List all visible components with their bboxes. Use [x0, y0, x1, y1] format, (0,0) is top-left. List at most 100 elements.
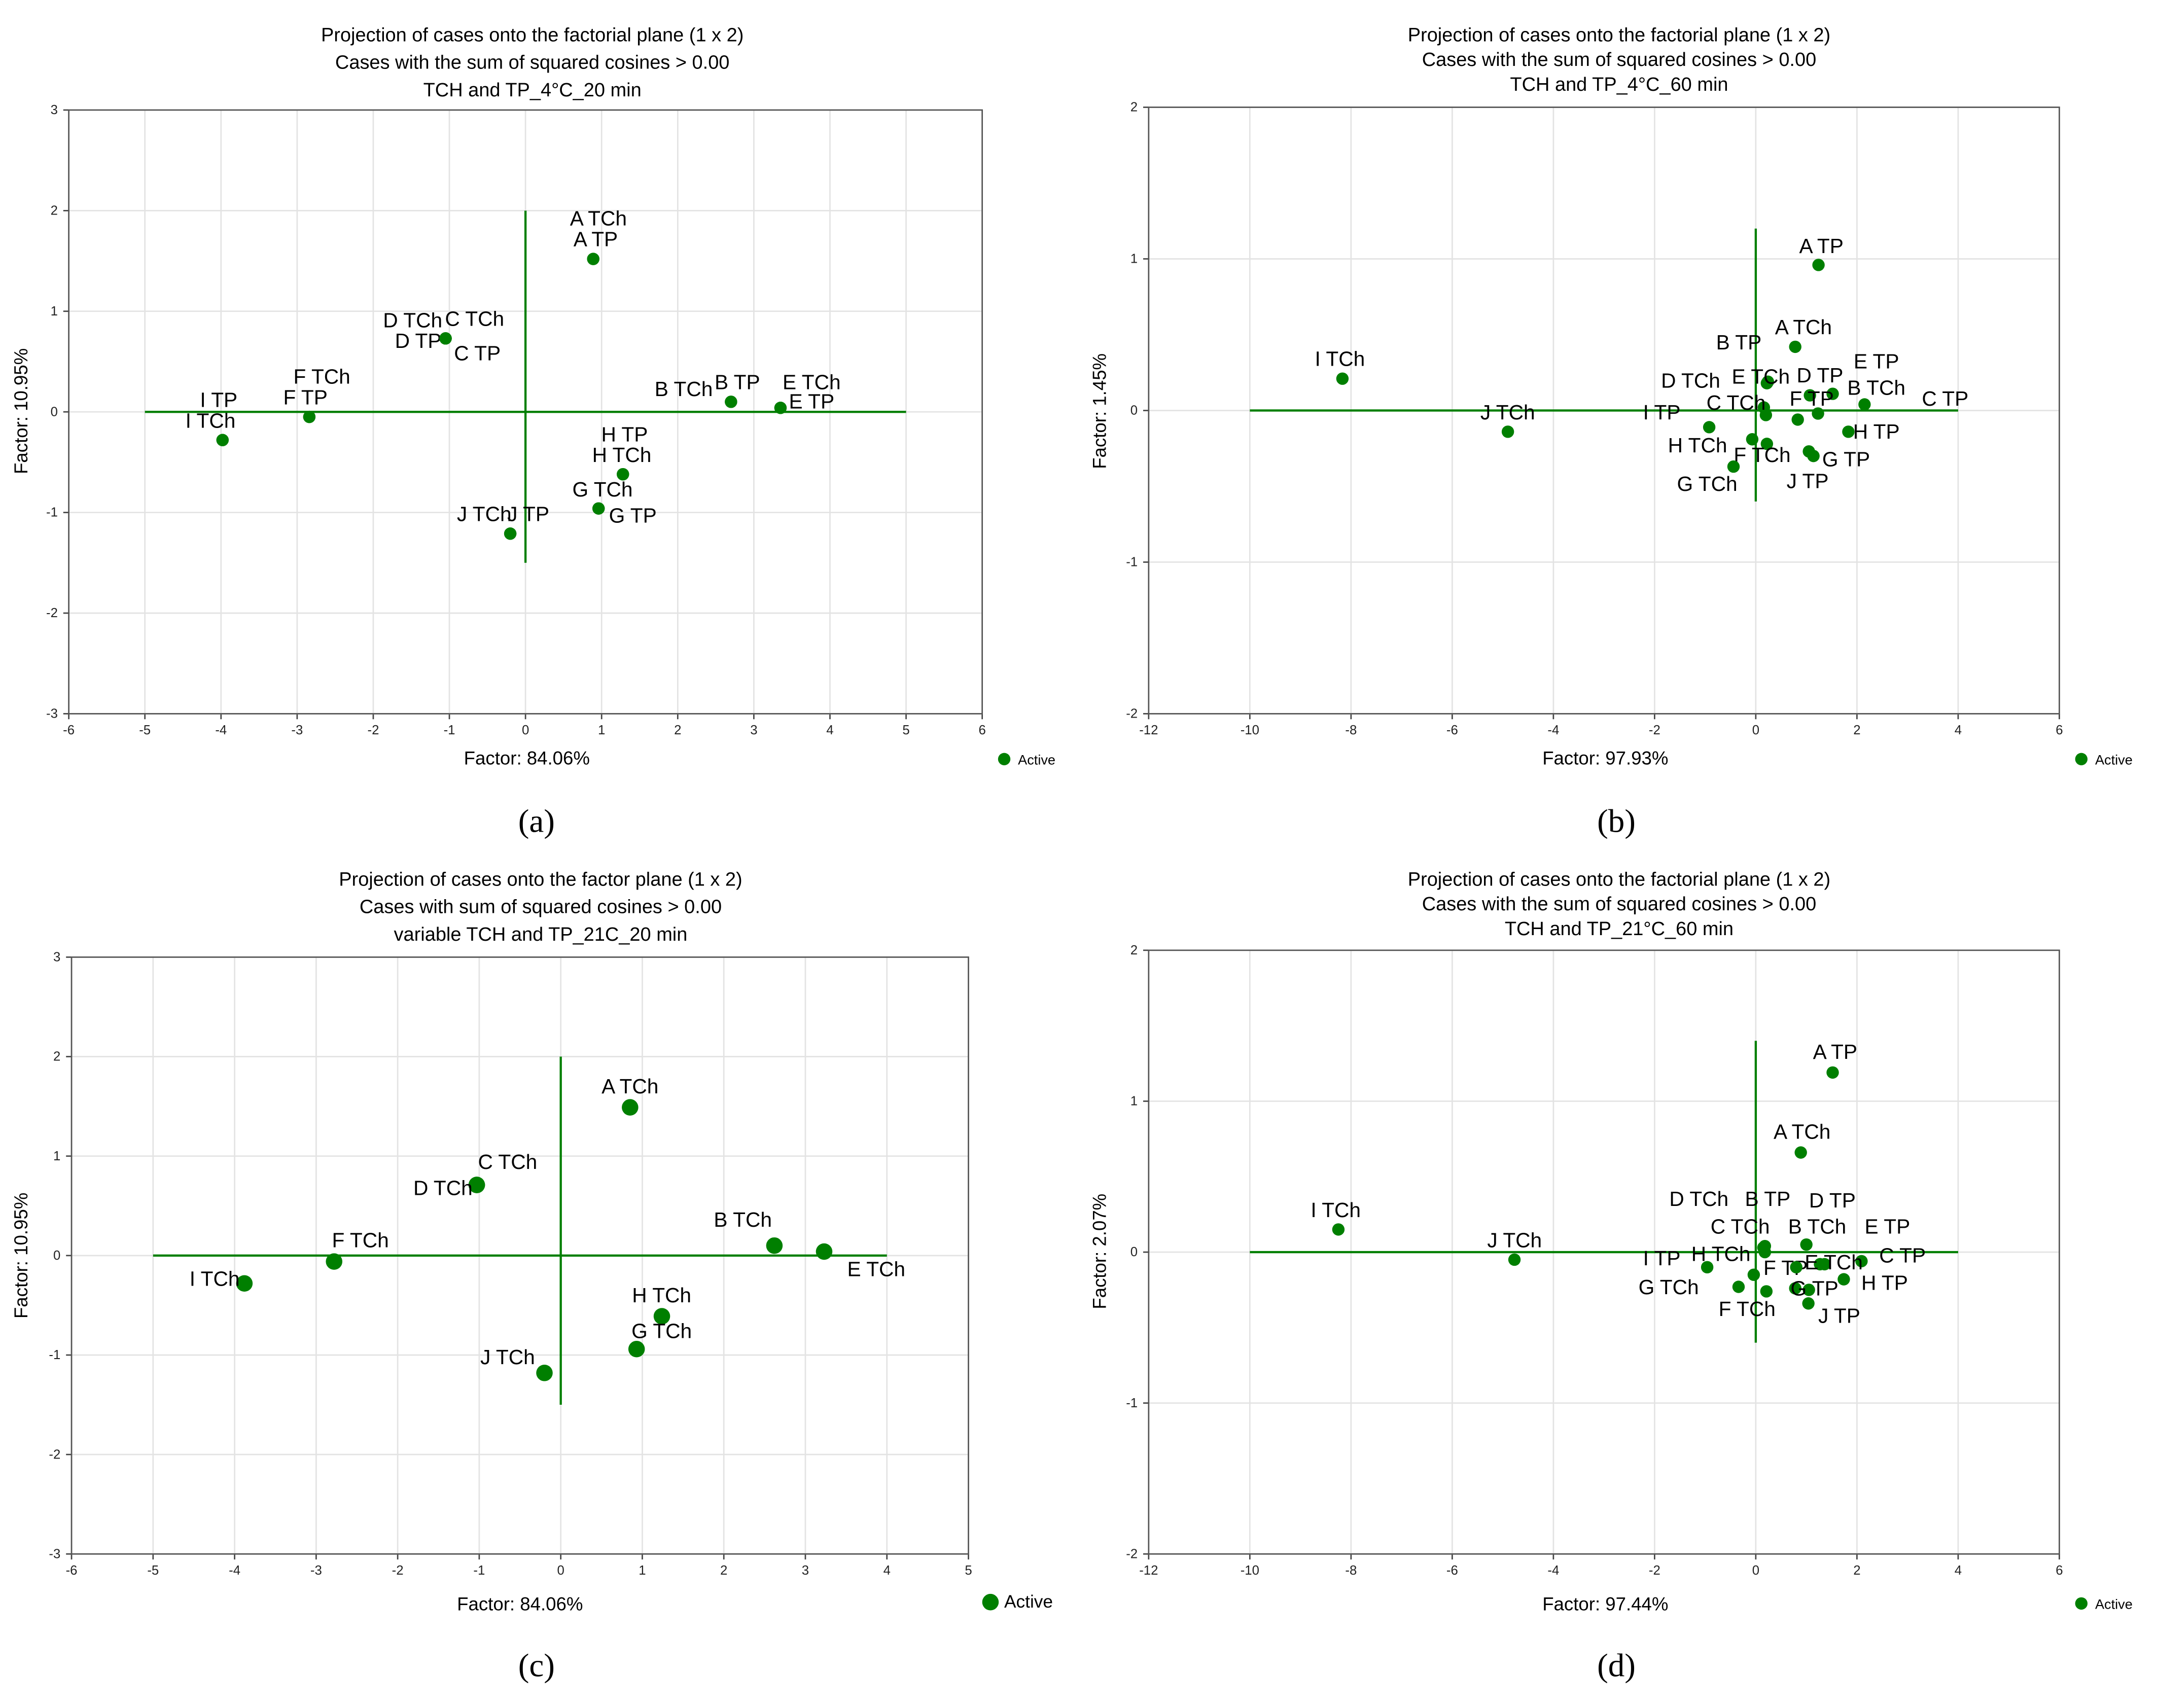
- chart-panel-a: Projection of cases onto the factorial p…: [11, 24, 1055, 839]
- point-label: B TCh: [655, 377, 713, 401]
- x-tick-label: -10: [1241, 1563, 1259, 1578]
- point-label: H TCh: [1668, 434, 1727, 457]
- data-point: [536, 1365, 553, 1381]
- point-label: A TP: [1799, 234, 1843, 258]
- x-tick-label: 5: [965, 1563, 972, 1578]
- data-point: [587, 253, 599, 265]
- y-tick-label: -3: [46, 707, 58, 721]
- legend-marker: [998, 753, 1011, 766]
- point-label: C TCh: [1707, 391, 1766, 414]
- point-label: H TP: [1853, 420, 1900, 443]
- point-label: F TP: [283, 385, 327, 409]
- data-point: [1802, 1297, 1815, 1310]
- point-label: F TCh: [1734, 443, 1790, 467]
- x-tick-label: 6: [978, 723, 985, 737]
- point-label: H TCh: [1691, 1242, 1751, 1266]
- y-tick-label: 0: [51, 405, 58, 419]
- x-tick-label: 2: [1853, 723, 1860, 737]
- point-label: E TCh: [847, 1258, 906, 1281]
- x-axis-label: Factor: 97.93%: [1542, 748, 1668, 769]
- plot-frame: [1148, 949, 2060, 1555]
- chart-panel-d: Projection of cases onto the factorial p…: [1089, 869, 2133, 1684]
- x-tick-label: 4: [826, 723, 833, 737]
- chart-title-line: Projection of cases onto the factor plan…: [339, 869, 742, 890]
- panel-label: (d): [1597, 1648, 1636, 1684]
- data-point: [1794, 1146, 1807, 1159]
- data-point: [1814, 1258, 1826, 1271]
- point-label: J TP: [1787, 470, 1829, 493]
- legend-label: Active: [2095, 752, 2133, 768]
- x-tick-label: -4: [215, 723, 227, 737]
- point-label: A TCh: [570, 207, 627, 230]
- chart-title-line: Cases with the sum of squared cosines > …: [1422, 49, 1817, 70]
- point-label: D TP: [1797, 364, 1844, 387]
- point-label: B TCh: [714, 1208, 772, 1231]
- data-point: [303, 410, 316, 423]
- x-tick-label: 2: [674, 723, 681, 737]
- plot-frame: [70, 956, 969, 1555]
- point-label: C TCh: [1711, 1215, 1770, 1238]
- x-tick-label: 0: [1752, 1563, 1759, 1578]
- point-label: I TP: [1643, 1247, 1681, 1270]
- y-tick-label: 0: [1130, 1245, 1138, 1259]
- data-point: [774, 402, 787, 414]
- data-point: [1703, 421, 1716, 434]
- data-point: [1802, 1284, 1815, 1296]
- point-label: B TCh: [1788, 1215, 1847, 1238]
- y-tick-label: 2: [1130, 100, 1138, 115]
- x-tick-label: 3: [750, 723, 757, 737]
- data-point: [592, 502, 605, 515]
- x-tick-label: 2: [1853, 1563, 1860, 1578]
- data-point: [1760, 1285, 1773, 1298]
- point-label: H TCh: [592, 443, 652, 467]
- x-tick-label: -2: [392, 1563, 404, 1578]
- point-label: J TP: [507, 503, 549, 526]
- y-tick-label: -2: [49, 1447, 60, 1462]
- point-label: B TP: [1716, 331, 1762, 354]
- legend-label: Active: [2095, 1596, 2133, 1612]
- data-point: [1812, 407, 1824, 420]
- data-point: [1332, 1223, 1345, 1236]
- chart-panel-b: Projection of cases onto the factorial p…: [1089, 24, 2133, 839]
- x-tick-label: -12: [1139, 723, 1158, 737]
- chart-title-line: TCH and TP_4°C_60 min: [1510, 74, 1728, 95]
- data-point: [1508, 1253, 1521, 1266]
- y-axis-label: Factor: 10.95%: [11, 1193, 31, 1319]
- x-tick-label: 0: [557, 1563, 564, 1578]
- y-tick-label: 3: [51, 103, 58, 117]
- x-tick-label: -6: [1446, 1563, 1458, 1578]
- point-label: E TCh: [783, 370, 841, 394]
- x-tick-label: -4: [229, 1563, 240, 1578]
- legend-label: Active: [1018, 752, 1055, 768]
- point-label: H TP: [601, 422, 648, 446]
- chart-title-line: TCH and TP_21°C_60 min: [1505, 918, 1734, 940]
- point-label: H TP: [1861, 1271, 1908, 1295]
- x-tick-label: -5: [139, 723, 151, 737]
- data-point: [1747, 1268, 1760, 1281]
- y-axis-label: Factor: 10.95%: [11, 348, 31, 474]
- data-point: [617, 468, 629, 481]
- data-point: [468, 1177, 485, 1193]
- point-label: E TP: [789, 389, 834, 413]
- chart-title-line: Projection of cases onto the factorial p…: [321, 24, 744, 46]
- x-tick-label: -2: [1649, 1563, 1660, 1578]
- x-axis-label: Factor: 84.06%: [464, 748, 590, 769]
- x-tick-label: -3: [310, 1563, 322, 1578]
- chart-title-line: Cases with sum of squared cosines > 0.00: [360, 897, 722, 918]
- legend-marker: [982, 1593, 999, 1611]
- y-tick-label: 1: [1130, 252, 1138, 266]
- point-label: J TCh: [457, 503, 512, 526]
- panel-label: (b): [1597, 803, 1636, 840]
- point-label: A TP: [1813, 1040, 1857, 1063]
- data-point: [1789, 340, 1801, 353]
- x-axis-label: Factor: 84.06%: [457, 1593, 583, 1614]
- point-label: D TCh: [413, 1177, 473, 1200]
- data-point: [1790, 1261, 1802, 1274]
- x-tick-label: -6: [63, 723, 75, 737]
- x-tick-label: -1: [444, 723, 455, 737]
- y-tick-label: -1: [1126, 555, 1138, 570]
- data-point: [1501, 425, 1514, 438]
- point-label: C TP: [1879, 1243, 1926, 1267]
- point-label: H TCh: [632, 1284, 691, 1307]
